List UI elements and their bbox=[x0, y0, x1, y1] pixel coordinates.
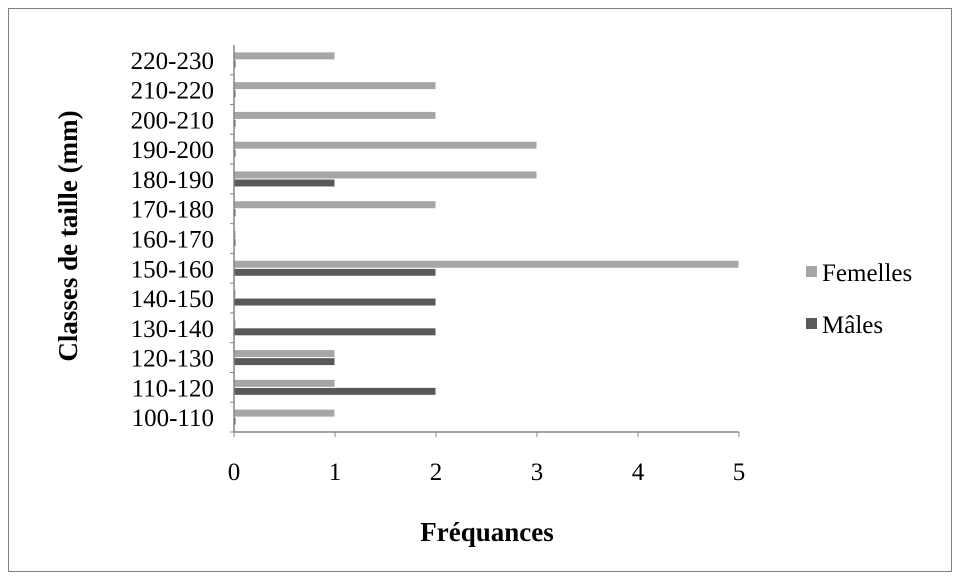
y-tick-label: 190-200 bbox=[131, 137, 214, 164]
y-tick-label: 220-230 bbox=[131, 48, 214, 75]
axes-group bbox=[233, 45, 739, 433]
x-tick-label: 2 bbox=[430, 459, 443, 486]
legend: Femelles Mâles bbox=[806, 260, 912, 339]
bar-femelles-200-210 bbox=[233, 110, 437, 120]
y-tick-label: 130-140 bbox=[131, 316, 214, 343]
y-tick-label: 170-180 bbox=[131, 197, 214, 224]
bar-femelles-180-190 bbox=[233, 170, 538, 180]
bar-males-150-160 bbox=[233, 267, 437, 277]
bar-femelles-110-120 bbox=[233, 378, 336, 388]
bar-femelles-190-200 bbox=[233, 140, 538, 150]
bar-males-130-140 bbox=[233, 327, 437, 337]
bar-femelles-170-180 bbox=[233, 200, 437, 210]
y-tick-label: 160-170 bbox=[131, 227, 214, 254]
chart-frame bbox=[8, 8, 952, 572]
bar-males-120-130 bbox=[233, 357, 336, 367]
y-tick-label: 100-110 bbox=[132, 405, 214, 432]
y-tick-label: 180-190 bbox=[131, 167, 214, 194]
legend-label-males: Mâles bbox=[822, 312, 883, 339]
y-tick-label: 120-130 bbox=[131, 346, 214, 373]
bars-group bbox=[233, 51, 740, 426]
y-tick-label: 110-120 bbox=[132, 375, 214, 402]
y-tick-label: 150-160 bbox=[131, 256, 214, 283]
bar-males-180-190 bbox=[233, 178, 336, 188]
x-tick-label: 5 bbox=[733, 459, 746, 486]
bar-femelles-120-130 bbox=[233, 349, 336, 359]
x-axis-title: Fréquances bbox=[420, 517, 553, 547]
bar-femelles-150-160 bbox=[233, 259, 740, 269]
bar-femelles-220-230 bbox=[233, 51, 336, 61]
x-tick-label: 1 bbox=[329, 459, 342, 486]
bar-femelles-100-110 bbox=[233, 408, 336, 418]
bar-femelles-210-220 bbox=[233, 81, 437, 91]
legend-label-femelles: Femelles bbox=[822, 260, 912, 287]
y-tick-label: 210-220 bbox=[131, 78, 214, 105]
bar-males-110-120 bbox=[233, 386, 437, 396]
x-tick-label: 3 bbox=[531, 459, 544, 486]
x-tick-label: 4 bbox=[632, 459, 645, 486]
x-tick-label: 0 bbox=[228, 459, 241, 486]
x-tick-labels: 0 1 2 3 4 5 bbox=[228, 432, 746, 486]
y-tick-label: 140-150 bbox=[131, 286, 214, 313]
bar-males-140-150 bbox=[233, 297, 437, 307]
y-tick-label: 200-210 bbox=[131, 107, 214, 134]
legend-swatch-males bbox=[806, 318, 817, 329]
y-axis-title: Classes de taille (mm) bbox=[53, 110, 83, 361]
legend-swatch-femelles bbox=[806, 266, 817, 277]
